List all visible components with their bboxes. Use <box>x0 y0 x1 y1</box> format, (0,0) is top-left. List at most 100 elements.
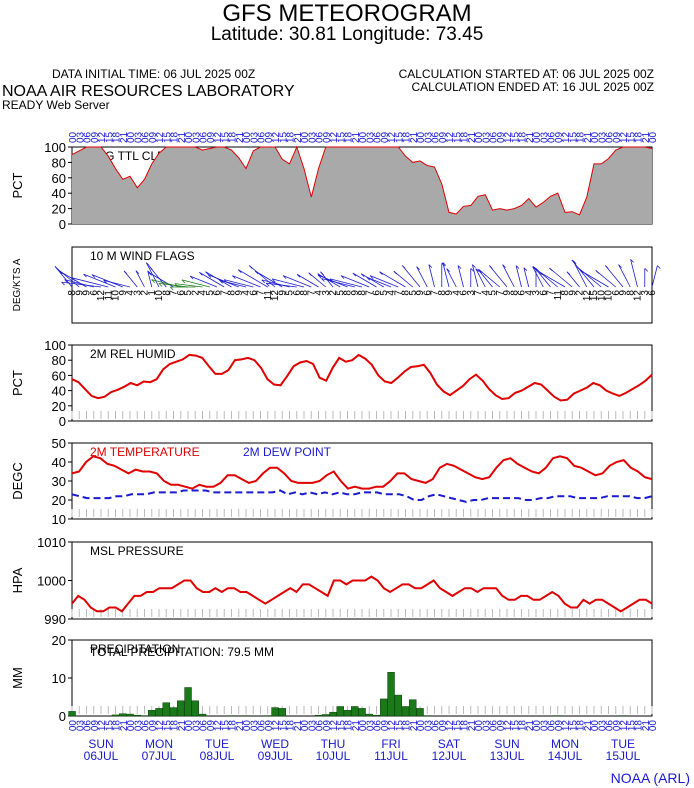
wind-barb-flag <box>366 276 371 281</box>
top-hour-tick-label: 18 <box>170 131 181 143</box>
bottom-hour-tick-label: 21 <box>293 720 304 732</box>
wind-speed-label: 7 <box>393 290 404 296</box>
precip-bar <box>416 708 424 717</box>
bottom-hour-tick-label: 09 <box>438 720 449 732</box>
bottom-hour-tick-label: 18 <box>634 720 645 732</box>
top-hour-tick-label: 03 <box>539 131 550 143</box>
wind-speed-label: 7 <box>473 290 484 296</box>
wind-barb <box>472 264 479 288</box>
wind-barb <box>238 269 268 288</box>
wind-barb-flag <box>532 266 536 270</box>
y-tick-label: 60 <box>52 368 66 383</box>
wind-barb <box>442 262 450 288</box>
day-date-label: 07JUL <box>142 749 177 763</box>
day-of-week-label: TUE <box>205 737 229 751</box>
wind-speed-label: 5 <box>335 290 346 296</box>
server-name: READY Web Server <box>2 98 110 112</box>
precip-bar <box>177 700 185 717</box>
day-of-week-label: MON <box>145 737 173 751</box>
y-tick-label: 40 <box>52 186 66 201</box>
wind-speed-label: 4 <box>451 290 462 296</box>
wind-barb <box>103 279 131 288</box>
wind-barb-flag <box>572 260 577 264</box>
top-hour-tick-label: 18 <box>228 131 239 143</box>
wind-speed-label: 8 <box>560 290 571 296</box>
top-hour-tick-label: 15 <box>104 131 115 143</box>
bottom-hour-tick-label: 09 <box>612 720 623 732</box>
wind-speed-label: 12 <box>582 290 593 302</box>
top-hour-tick-label: 21 <box>467 131 478 143</box>
wind-barb-flag <box>571 259 576 264</box>
bottom-hour-tick-label: 00 <box>242 720 253 732</box>
wind-barb <box>532 266 544 288</box>
day-of-week-label: TUE <box>611 737 635 751</box>
bottom-hour-tick-label: 12 <box>619 720 630 732</box>
top-hour-tick-label: 18 <box>286 131 297 143</box>
top-hour-tick-label: 18 <box>634 131 645 143</box>
wind-speed-label: 9 <box>350 290 361 296</box>
wind-barb <box>61 281 102 288</box>
y-axis-label: PCT <box>10 172 25 198</box>
wind-barb <box>401 265 421 288</box>
bottom-hour-tick-label: 15 <box>162 720 173 732</box>
wind-barb <box>91 274 123 288</box>
bottom-hour-tick-label: 21 <box>583 720 594 732</box>
wind-speed-label: 8 <box>67 290 78 296</box>
bottom-hour-tick-label: 09 <box>206 720 217 732</box>
precip-bar <box>387 672 395 717</box>
wind-barb-flag <box>320 271 324 276</box>
wind-speed-label: 11 <box>103 290 114 301</box>
top-hour-tick-label: 03 <box>481 131 492 143</box>
wind-speed-label: 3 <box>321 290 332 296</box>
wind-barb-flag <box>502 264 506 268</box>
top-hour-tick-label: 15 <box>452 131 463 143</box>
precip-bar <box>365 713 373 717</box>
y-axis-label: PCT <box>10 370 25 396</box>
top-hour-tick-label: 00 <box>532 131 543 143</box>
wind-barb-flag <box>478 269 483 273</box>
top-hour-tick-label: 09 <box>322 131 333 143</box>
wind-barb-flag <box>595 270 600 274</box>
top-hour-tick-label: 00 <box>68 131 79 143</box>
legend-dew-point: 2M DEW POINT <box>243 445 332 459</box>
bottom-hour-tick-label: 15 <box>336 720 347 732</box>
top-hour-tick-label: 12 <box>97 131 108 143</box>
wind-barb-flag <box>219 280 223 284</box>
bottom-hour-tick-label: 00 <box>300 720 311 732</box>
y-tick-label: 10 <box>52 671 66 686</box>
bottom-hour-tick-label: 18 <box>344 720 355 732</box>
wind-barb <box>416 266 428 288</box>
footer-credit: NOAA (ARL) <box>610 770 690 786</box>
wind-speed-label: 9 <box>502 290 513 296</box>
top-hour-tick-label: 18 <box>518 131 529 143</box>
wind-barb-flag <box>282 275 287 279</box>
wind-speed-label: 6 <box>611 290 622 296</box>
bottom-hour-tick-label: 21 <box>467 720 478 732</box>
wind-speed-label: 7 <box>256 290 267 296</box>
wind-barb-flag <box>630 259 634 263</box>
bottom-hour-tick-label: 12 <box>155 720 166 732</box>
day-of-week-label: THU <box>321 737 346 751</box>
bottom-hour-tick-label: 03 <box>365 720 376 732</box>
y-tick-label: 100 <box>44 338 66 353</box>
top-hour-tick-label: 03 <box>307 131 318 143</box>
y-axis-label: DEG/KTS A <box>12 258 23 311</box>
day-of-week-label: WED <box>261 737 289 751</box>
panel-title: PRECIPITATION <box>90 642 180 656</box>
wind-barb <box>83 273 116 288</box>
top-hour-tick-label: 06 <box>373 131 384 143</box>
wind-barb-flag <box>71 277 76 282</box>
bottom-hour-tick-label: 18 <box>460 720 471 732</box>
wind-barb-flag <box>91 274 96 278</box>
wind-speed-label: 6 <box>422 290 433 296</box>
calc-started: CALCULATION STARTED AT: 06 JUL 2025 00Z <box>398 67 654 81</box>
bottom-hour-tick-label: 21 <box>351 720 362 732</box>
day-date-label: 06JUL <box>84 749 119 763</box>
wind-speed-label: 2 <box>140 290 151 296</box>
top-hour-tick-label: 09 <box>264 131 275 143</box>
bottom-hour-tick-label: 21 <box>119 720 130 732</box>
bottom-hour-tick-label: 06 <box>141 720 152 732</box>
wind-barb <box>379 271 406 288</box>
bottom-hour-tick-label: 06 <box>83 720 94 732</box>
wind-speed-label: 7 <box>219 290 230 296</box>
